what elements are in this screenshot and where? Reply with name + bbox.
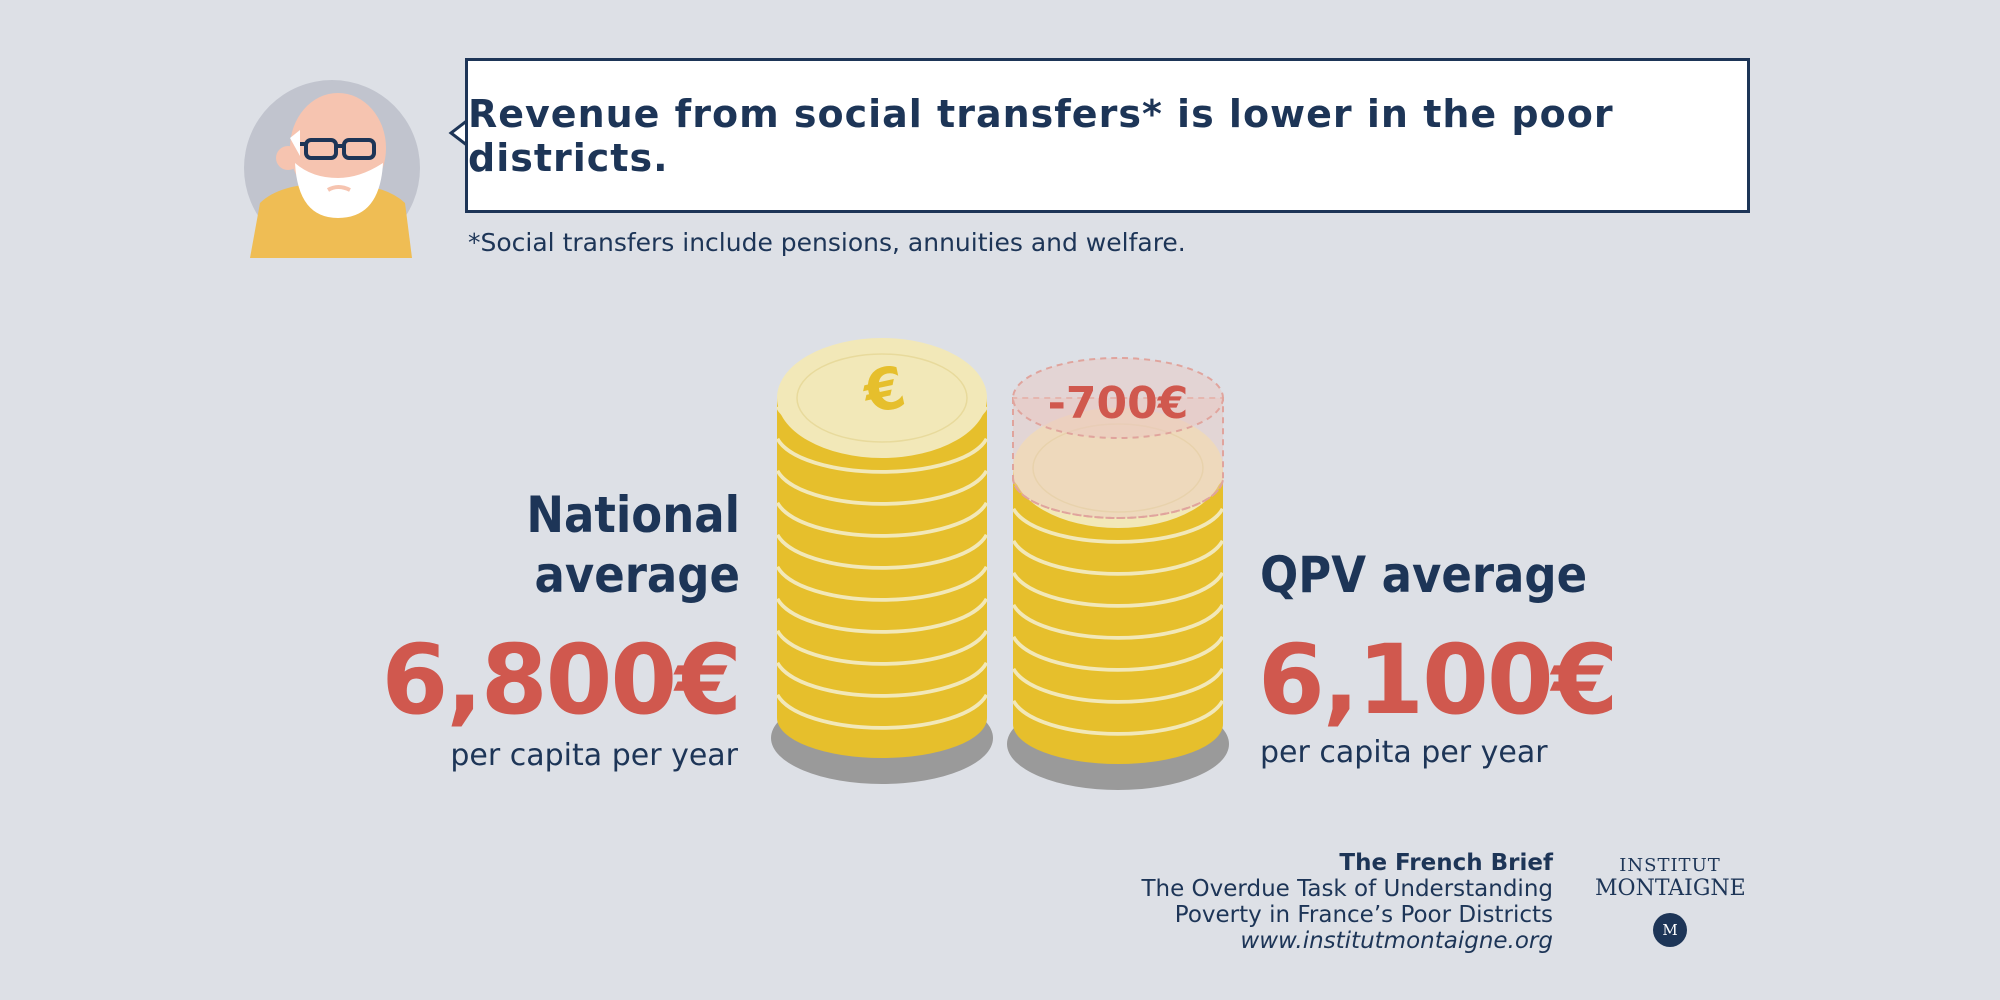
difference-label: -700€ — [1048, 378, 1189, 429]
logo-line2: MONTAIGNE — [1595, 876, 1746, 901]
qpv-stack-top-face — [1013, 408, 1223, 528]
footer-credits: The French Brief The Overdue Task of Und… — [1141, 850, 1553, 954]
missing-coins-ghost: -700€ — [1012, 357, 1224, 519]
logo-line1: INSTITUT — [1619, 855, 1721, 876]
headline: Revenue from social transfers* is lower … — [468, 91, 1614, 180]
footer-url: www.institutmontaigne.org — [1240, 928, 1553, 954]
national-stack-top-face — [777, 338, 987, 458]
qpv-unit: per capita per year — [1260, 735, 1548, 770]
national-label-line2: average — [534, 546, 740, 604]
national-unit: per capita per year — [450, 738, 738, 773]
national-stack-top-rim — [796, 353, 968, 443]
footer-line1: The Overdue Task of Understanding — [1141, 876, 1553, 902]
national-coin-stack — [771, 338, 993, 784]
footer-title: The French Brief — [1339, 850, 1553, 876]
national-amount: 6,800€ — [381, 624, 742, 736]
institut-montaigne-logo: INSTITUT MONTAIGNE M — [1595, 855, 1746, 947]
elderly-man-avatar-icon — [240, 78, 425, 268]
footnote: *Social transfers include pensions, annu… — [468, 228, 1186, 257]
national-label-line1: National — [526, 486, 740, 544]
national-average-label: National average — [526, 485, 740, 605]
logo-mark-icon: M — [1653, 913, 1687, 947]
qpv-amount: 6,100€ — [1258, 624, 1618, 736]
footer-line2: Poverty in France’s Poor Districts — [1174, 902, 1553, 928]
speech-bubble: Revenue from social transfers* is lower … — [465, 58, 1750, 213]
qpv-coin-stack — [1007, 408, 1229, 790]
coin-stacks: € -700€ — [760, 330, 1240, 820]
qpv-average-label: QPV average — [1260, 546, 1588, 604]
